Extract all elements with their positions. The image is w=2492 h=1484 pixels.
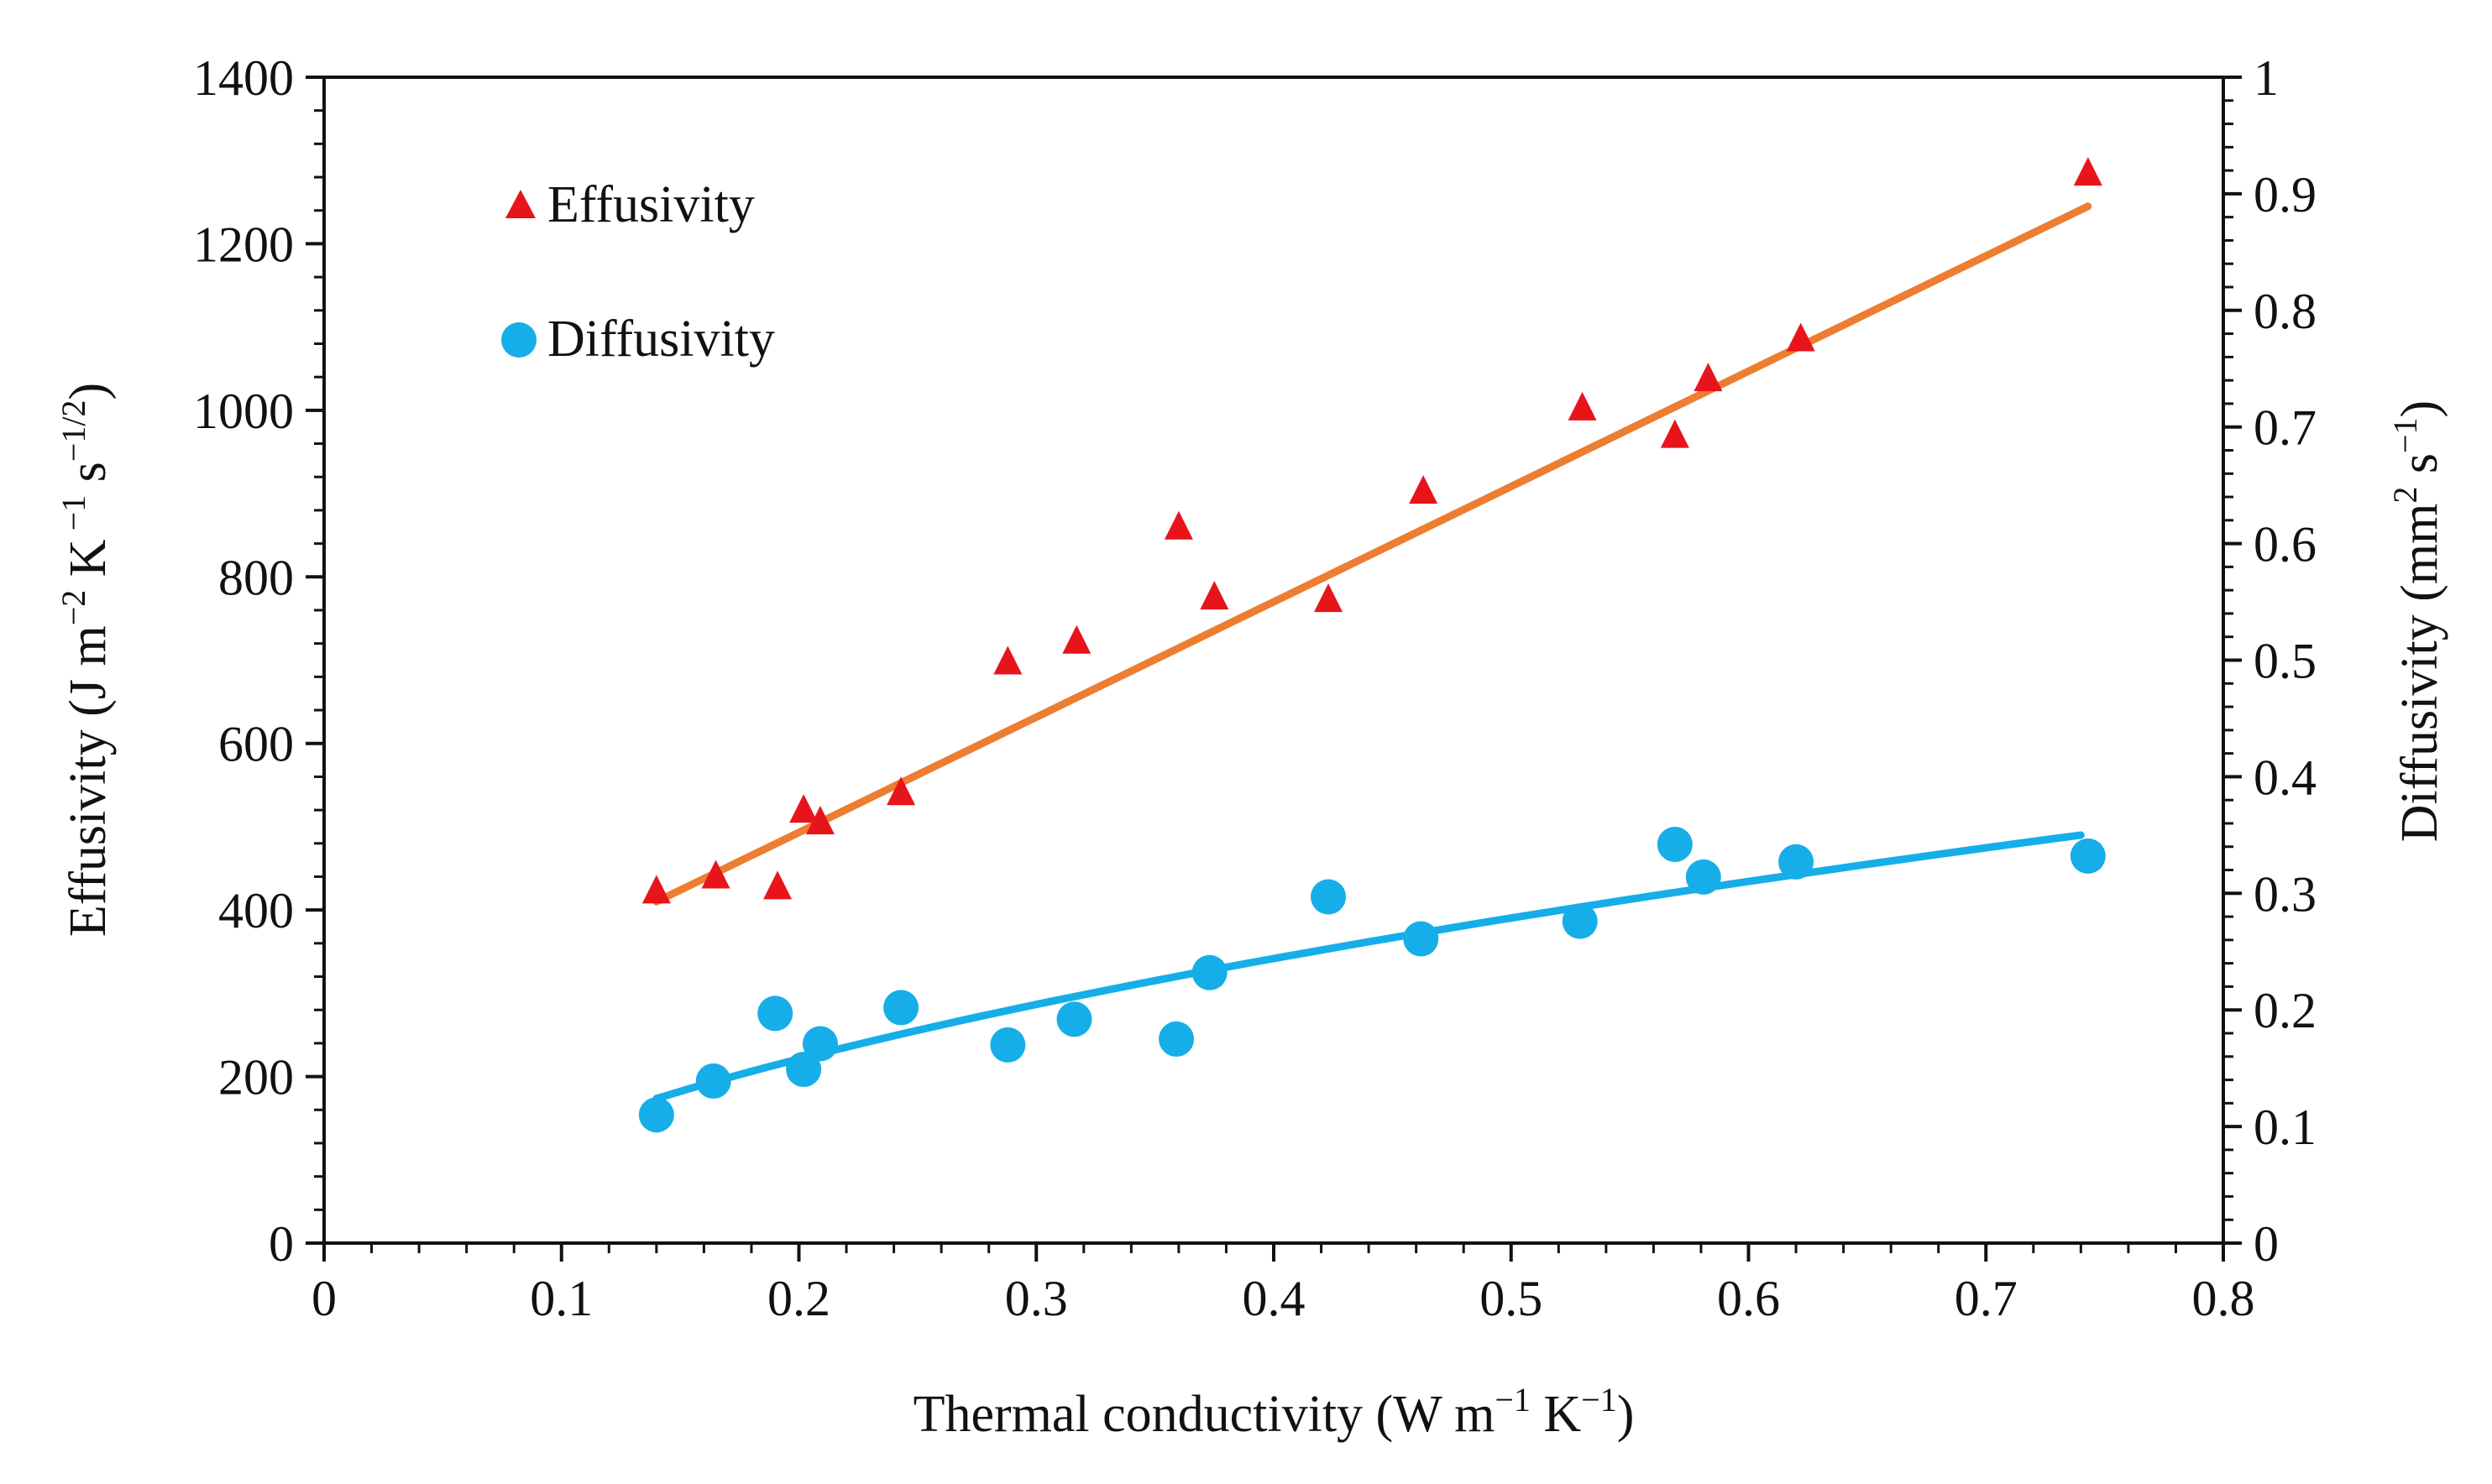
left-y-tick-label: 1000: [193, 384, 294, 439]
left-y-axis-title: Effusivity (J m−2 K −1 s−1/2): [55, 383, 117, 937]
right-y-axis-title: Diffusivity (mm2 s−1): [2386, 400, 2448, 842]
x-tick-label: 0.7: [1955, 1271, 2018, 1326]
left-y-tick-label: 200: [218, 1050, 294, 1105]
right-y-tick-label: 0.8: [2254, 284, 2317, 339]
diffusivity-point: [695, 1063, 731, 1099]
x-tick-label: 0.2: [767, 1271, 830, 1326]
effusivity-fit-line: [652, 202, 2092, 906]
legend-effusivity-label: Effusivity: [547, 176, 755, 233]
x-axis-ticks: 0 0.1 0.2 0.3 0.4 0.5 0.6 0.7 0.8: [312, 1243, 2255, 1326]
diffusivity-point: [802, 1026, 838, 1062]
x-tick-label: 0.4: [1243, 1271, 1306, 1326]
effusivity-point: [1660, 419, 1689, 448]
fit-lines: [652, 202, 2092, 1103]
right-y-tick-label: 0: [2254, 1216, 2279, 1272]
diffusivity-fit-line: [652, 831, 2085, 1103]
diffusivity-point: [1403, 921, 1439, 957]
diffusivity-point: [786, 1052, 822, 1088]
effusivity-point: [993, 645, 1023, 675]
x-tick-label: 0.1: [530, 1271, 593, 1326]
x-tick-label: 0.6: [1717, 1271, 1780, 1326]
legend-diffusivity-label: Diffusivity: [547, 311, 775, 368]
effusivity-point: [887, 776, 916, 806]
x-tick-label: 0: [312, 1271, 337, 1326]
diffusivity-point: [1056, 1001, 1092, 1037]
data-points: [638, 157, 2106, 1133]
diffusivity-point: [2070, 838, 2106, 874]
effusivity-point: [701, 860, 730, 889]
left-y-tick-label: 1400: [193, 50, 294, 106]
x-tick-label: 0.5: [1479, 1271, 1542, 1326]
right-y-tick-label: 0.3: [2254, 866, 2317, 922]
diffusivity-point: [1311, 879, 1347, 915]
left-y-tick-label: 800: [218, 550, 294, 605]
diffusivity-point: [1657, 826, 1693, 862]
diffusivity-point: [1562, 903, 1598, 939]
left-y-tick-label: 400: [218, 883, 294, 938]
left-y-tick-label: 1200: [193, 217, 294, 272]
diffusivity-point: [990, 1027, 1026, 1063]
x-tick-label: 0.8: [2192, 1271, 2255, 1326]
effusivity-point: [1200, 581, 1229, 610]
effusivity-point: [789, 794, 819, 823]
effusivity-point: [1164, 510, 1193, 540]
right-y-tick-label: 0.6: [2254, 517, 2317, 572]
left-y-axis-ticks: 0 200 400 600 800 1000 1200 1400: [193, 50, 324, 1272]
left-y-tick-label: 600: [218, 717, 294, 772]
right-y-tick-label: 0.7: [2254, 400, 2317, 456]
effusivity-point: [1314, 583, 1343, 613]
diffusivity-point: [638, 1097, 674, 1133]
right-y-tick-label: 0.9: [2254, 167, 2317, 222]
effusivity-point: [641, 875, 671, 904]
diffusivity-point: [1159, 1021, 1195, 1057]
plot-area-frame: [322, 76, 2225, 1245]
diffusivity-point: [883, 990, 919, 1026]
effusivity-point: [1062, 624, 1092, 654]
x-tick-label: 0.3: [1005, 1271, 1068, 1326]
right-y-tick-label: 0.4: [2254, 750, 2317, 805]
diffusivity-point: [1778, 844, 1814, 880]
right-y-tick-label: 1: [2254, 50, 2279, 106]
diffusivity-point: [1191, 954, 1228, 990]
right-y-axis-ticks: 0 0.1 0.2 0.3 0.4 0.5 0.6 0.7 0.8 0.9 1: [2223, 50, 2317, 1272]
legend: Effusivity Diffusivity: [501, 176, 775, 368]
legend-diffusivity-marker: [501, 322, 537, 358]
effusivity-point: [1409, 475, 1438, 504]
effusivity-point: [1786, 322, 1815, 352]
diffusivity-point: [1685, 859, 1721, 895]
effusivity-point: [1694, 363, 1723, 392]
right-y-tick-label: 0.2: [2254, 983, 2317, 1038]
effusivity-point: [805, 805, 835, 834]
effusivity-point: [763, 870, 793, 900]
right-y-tick-label: 0.5: [2254, 634, 2317, 689]
x-axis-title: Thermal conductivity (W m−1 K−1): [914, 1381, 1635, 1443]
left-y-tick-label: 0: [269, 1216, 294, 1272]
diffusivity-point: [757, 995, 793, 1032]
effusivity-point: [2073, 157, 2102, 186]
legend-effusivity-marker: [505, 190, 536, 218]
effusivity-point: [1568, 391, 1597, 421]
right-y-tick-label: 0.1: [2254, 1100, 2317, 1155]
